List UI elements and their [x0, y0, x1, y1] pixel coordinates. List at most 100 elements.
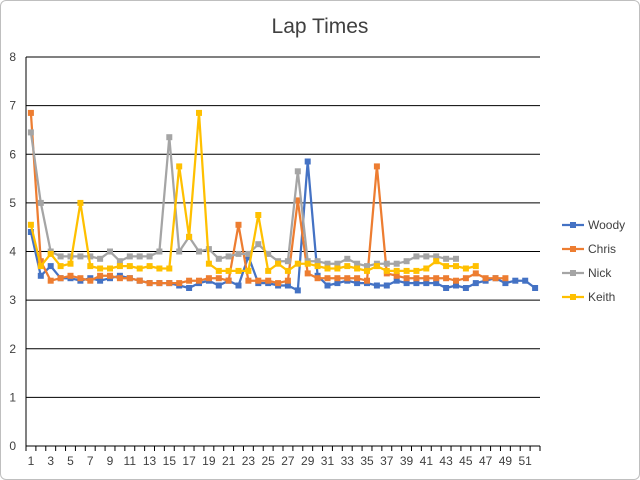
series-line-keith — [29, 111, 477, 273]
x-tick-label: 35 — [360, 454, 374, 468]
legend-item-keith: Keith — [562, 290, 615, 304]
x-tick-label: 45 — [459, 454, 473, 468]
data-point-woody — [532, 285, 539, 291]
data-point-keith — [245, 267, 252, 274]
x-tick-label: 9 — [107, 454, 114, 468]
data-point-nick — [393, 260, 400, 267]
legend-marker-keith — [570, 294, 576, 300]
data-point-keith — [453, 263, 459, 270]
data-point-woody — [443, 285, 450, 291]
data-point-nick — [57, 253, 64, 260]
data-point-chris — [136, 277, 143, 284]
gridlines — [26, 56, 540, 398]
data-point-chris — [116, 275, 123, 282]
data-point-nick — [196, 248, 202, 255]
x-tick-label: 21 — [222, 454, 236, 468]
data-point-chris — [373, 163, 380, 170]
data-point-keith — [166, 265, 173, 272]
data-point-nick — [255, 241, 262, 248]
x-tick-label: 41 — [420, 454, 434, 468]
data-point-nick — [37, 199, 44, 206]
legend-label-woody: Woody — [588, 218, 625, 232]
series-chris — [27, 109, 509, 287]
data-point-chris — [196, 277, 202, 284]
data-point-woody — [502, 280, 509, 287]
data-point-keith — [176, 163, 183, 170]
y-tick-label: 8 — [9, 50, 16, 64]
legend-item-nick: Nick — [562, 266, 612, 280]
data-point-keith — [383, 267, 390, 274]
data-point-chris — [235, 221, 242, 228]
data-point-keith — [47, 250, 54, 257]
x-tick-label: 5 — [67, 454, 74, 468]
data-point-woody — [383, 282, 390, 289]
y-tick-label: 1 — [9, 390, 16, 404]
data-point-woody — [433, 280, 440, 287]
data-point-chris — [67, 272, 74, 279]
data-point-chris — [225, 277, 232, 284]
data-point-keith — [364, 267, 370, 274]
x-tick-label: 51 — [518, 454, 532, 468]
data-point-chris — [176, 280, 183, 287]
data-point-woody — [453, 282, 459, 289]
data-point-nick — [453, 255, 459, 262]
data-point-keith — [413, 267, 420, 274]
x-tick-label: 27 — [281, 454, 295, 468]
data-point-keith — [284, 267, 291, 274]
data-point-chris — [215, 275, 222, 282]
data-point-chris — [324, 275, 331, 282]
data-point-chris — [166, 280, 173, 287]
data-point-keith — [126, 263, 133, 270]
data-point-keith — [304, 260, 311, 267]
data-point-nick — [403, 258, 410, 265]
data-point-keith — [265, 267, 272, 274]
x-tick-label: 37 — [380, 454, 394, 468]
data-point-woody — [522, 277, 529, 284]
data-point-keith — [116, 263, 123, 270]
data-point-keith — [186, 233, 193, 240]
data-point-chris — [126, 275, 133, 282]
data-point-chris — [255, 277, 262, 284]
data-point-keith — [393, 267, 400, 274]
data-point-nick — [107, 248, 113, 255]
data-point-chris — [413, 275, 420, 282]
data-point-chris — [443, 275, 450, 282]
x-tick-label: 25 — [261, 454, 275, 468]
data-point-keith — [107, 265, 113, 272]
data-point-woody — [472, 280, 479, 287]
data-point-nick — [156, 248, 163, 255]
data-point-nick — [334, 260, 341, 267]
series-line-woody — [29, 160, 536, 292]
data-point-nick — [146, 253, 153, 260]
data-point-chris — [453, 277, 459, 284]
x-tick-label: 49 — [499, 454, 513, 468]
data-point-keith — [136, 265, 143, 272]
data-point-keith — [443, 263, 450, 270]
data-point-nick — [314, 258, 321, 265]
data-point-chris — [492, 275, 499, 282]
x-tick-label: 7 — [87, 454, 94, 468]
data-point-nick — [166, 134, 173, 141]
data-point-nick — [284, 258, 291, 265]
x-tick-label: 15 — [163, 454, 177, 468]
data-point-chris — [27, 109, 34, 116]
x-tick-label: 43 — [439, 454, 453, 468]
x-tick-label: 39 — [400, 454, 414, 468]
data-point-chris — [156, 280, 163, 287]
x-tick-label: 23 — [242, 454, 256, 468]
data-point-nick — [116, 258, 123, 265]
data-point-woody — [324, 282, 331, 289]
data-point-nick — [364, 263, 370, 270]
y-tick-label: 3 — [9, 293, 16, 307]
data-point-woody — [27, 229, 34, 235]
chart-title: Lap Times — [272, 15, 369, 38]
data-point-chris — [354, 275, 361, 282]
data-point-keith — [373, 263, 380, 270]
legend-marker-nick — [570, 270, 576, 276]
data-point-nick — [67, 253, 74, 260]
data-point-nick — [176, 248, 183, 255]
x-tick-label: 33 — [341, 454, 355, 468]
y-tick-label: 2 — [9, 342, 16, 356]
data-point-keith — [27, 221, 34, 228]
